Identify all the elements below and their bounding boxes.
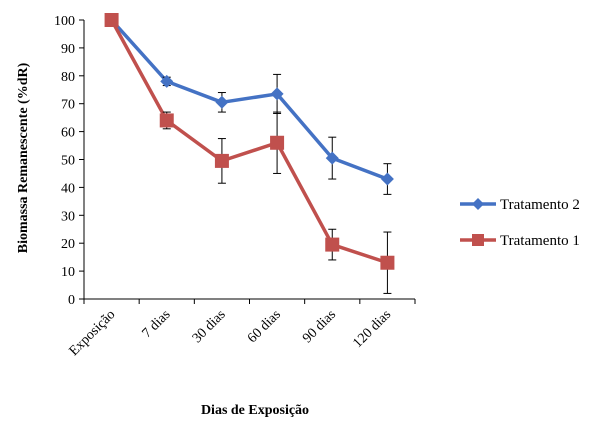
y-tick-label: 80 xyxy=(61,70,75,85)
legend-marker-diamond xyxy=(472,198,484,210)
data-point-diamond xyxy=(160,74,174,88)
series-layer xyxy=(104,13,395,294)
data-point-square xyxy=(104,13,119,27)
legend-item-2: Tratamento 1 xyxy=(460,233,580,249)
y-tick-label: 10 xyxy=(61,265,75,280)
legend-item-1: Tratamento 2 xyxy=(460,197,580,213)
data-point-square xyxy=(380,255,395,270)
data-point-square xyxy=(159,113,174,128)
y-tick-label: 20 xyxy=(61,237,75,252)
series-line xyxy=(110,19,388,265)
y-tick-label: 0 xyxy=(68,293,75,308)
data-point-square xyxy=(325,237,340,252)
y-ticks: 0 10 20 30 40 50 60 70 80 90 100 xyxy=(54,14,84,308)
data-point-diamond xyxy=(215,95,229,109)
y-tick-label: 30 xyxy=(61,209,75,224)
data-point-square xyxy=(214,153,229,168)
data-point-square xyxy=(270,135,285,150)
series-1 xyxy=(105,13,394,195)
x-tick-label: 90 dias xyxy=(300,307,339,346)
x-tick-label: Exposição xyxy=(67,307,119,359)
legend-label: Tratamento 1 xyxy=(500,233,580,249)
y-tick-label: 40 xyxy=(61,181,75,196)
data-point-diamond xyxy=(325,151,339,165)
x-tick-label: 120 dias xyxy=(350,307,394,351)
legend: Tratamento 2 Tratamento 1 xyxy=(460,197,580,249)
data-point-diamond xyxy=(380,172,394,186)
x-axis-title: Dias de Exposição xyxy=(201,403,309,418)
y-tick-label: 100 xyxy=(54,14,75,29)
legend-label: Tratamento 2 xyxy=(500,197,580,213)
legend-marker-square xyxy=(472,234,484,246)
series-line xyxy=(110,18,389,181)
y-axis-title: Biomassa Remanescente (%dR) xyxy=(16,62,31,253)
y-tick-label: 70 xyxy=(61,98,75,113)
x-tick-label: 60 dias xyxy=(245,307,284,346)
x-ticks: Exposição 7 dias 30 dias 60 dias 90 dias 120 … xyxy=(67,299,416,359)
data-point-diamond xyxy=(270,87,284,101)
y-tick-label: 60 xyxy=(61,126,75,141)
y-tick-label: 90 xyxy=(61,42,75,57)
x-tick-label: 7 dias xyxy=(140,307,174,341)
series-2 xyxy=(104,13,395,294)
x-tick-label: 30 dias xyxy=(190,307,229,346)
y-tick-label: 50 xyxy=(61,154,75,169)
